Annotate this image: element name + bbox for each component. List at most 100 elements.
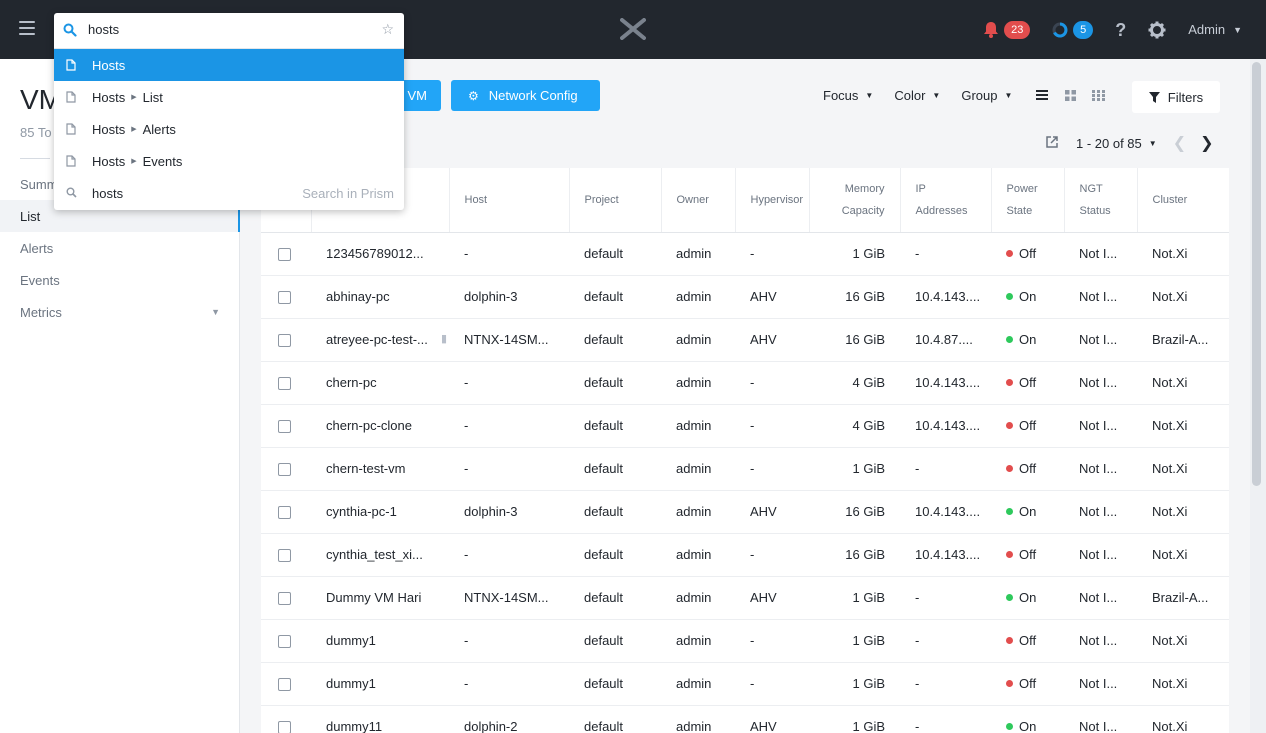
group-label: Group [961,87,998,103]
row-checkbox[interactable] [278,549,291,563]
table-row[interactable]: cynthia_test_xi... - default admin -16 GiB 10… [261,533,1229,577]
vm-name-cell[interactable]: abhinay-pc [311,275,449,319]
row-checkbox[interactable] [278,248,291,262]
search-result-label: hosts [92,185,124,201]
row-checkbox[interactable] [278,420,291,434]
search-icon [63,23,77,37]
tasks-button[interactable]: 5 [1052,20,1094,39]
table-row[interactable]: dummy1- default admin -1 GiB - Off Not I... Not… [261,662,1229,706]
table-row[interactable]: chern-pc - default admin -4 GiB 10.4.143.... O… [261,361,1229,405]
search-result-item[interactable]: Hosts ▶ Events [54,145,404,177]
vm-name-cell[interactable]: 123456789012... [311,232,449,276]
vm-name-cell[interactable]: atreyee-pc-test-... ▮ [311,318,449,362]
row-checkbox[interactable] [278,334,291,348]
page-range-dropdown[interactable]: 1 - 20 of 85 ▼ [1076,136,1157,151]
vm-name-cell[interactable]: cynthia_test_xi... [311,533,449,577]
power-column-header[interactable]: Power State [991,168,1065,233]
sidebar-item-alerts[interactable]: Alerts [0,232,240,264]
vm-name-cell[interactable]: cynthia-pc-1 [311,490,449,534]
row-checkbox[interactable] [278,463,291,477]
owner-cell: admin [661,662,735,706]
table-row[interactable]: abhinay-pc dolphin-3 default admin AHV 16 GiB… [261,275,1229,319]
project-column-header[interactable]: Project [569,168,662,233]
sidebar-item-summary[interactable]: Summ [0,168,240,200]
filters-button[interactable]: Filters [1132,81,1220,113]
ngt-column-header[interactable]: NGT Status [1064,168,1138,233]
row-checkbox[interactable] [278,635,291,649]
row-checkbox[interactable] [278,592,291,606]
next-page-icon[interactable]: ❯ [1200,135,1214,152]
chevron-down-icon: ▼ [1233,24,1242,35]
hypervisor-column-header[interactable]: Hypervisor [735,168,810,233]
group-dropdown[interactable]: Group ▼ [961,88,1012,103]
host-column-header[interactable]: Host [449,168,570,233]
list-view-icon[interactable] [1033,86,1051,104]
vm-name[interactable]: cynthia-pc-1 [326,504,397,519]
project-cell: default [569,447,661,491]
scrollbar-thumb[interactable] [1252,62,1261,486]
question-icon: ? [1115,19,1127,40]
sidebar-item-events[interactable]: Events [0,264,240,296]
cluster-column-header[interactable]: Cluster [1137,168,1229,233]
vm-name[interactable]: cynthia_test_xi... [326,547,423,562]
search-input[interactable] [88,22,368,37]
table-row[interactable]: atreyee-pc-test-... ▮ NTNX-14SM... default a… [261,318,1229,362]
vm-name[interactable]: Dummy VM Hari [326,590,422,605]
vm-name-cell[interactable]: chern-pc [311,361,449,405]
color-dropdown[interactable]: Color ▼ [894,88,940,103]
external-link-icon[interactable] [1046,135,1058,151]
power-status-dot [1006,465,1013,473]
vm-name[interactable]: dummy1 [326,633,376,648]
vm-name[interactable]: chern-pc-clone [326,418,412,433]
search-result-item[interactable]: Hosts [54,49,404,81]
focus-dropdown[interactable]: Focus ▼ [823,88,873,103]
owner-column-header[interactable]: Owner [661,168,736,233]
table-row[interactable]: 123456789012... - default admin -1 GiB - Off No… [261,232,1229,276]
table-row[interactable]: dummy11 dolphin-2 default admin AHV 1 GiB - On N… [261,705,1229,733]
vm-name[interactable]: abhinay-pc [326,289,390,304]
memory-column-header[interactable]: Memory Capacity [809,168,901,233]
table-row[interactable]: Dummy VM Hari NTNX-14SM... default admin AHV… [261,576,1229,620]
vm-name-cell[interactable]: chern-pc-clone [311,404,449,448]
hamburger-menu-icon[interactable] [19,21,35,35]
vm-name[interactable]: chern-pc [326,375,377,390]
help-button[interactable]: ? [1115,21,1126,39]
table-row[interactable]: cynthia-pc-1 dolphin-3 default admin AHV 16 G… [261,490,1229,534]
tile-view-icon[interactable] [1089,86,1107,104]
row-checkbox[interactable] [278,291,291,305]
vm-name[interactable]: chern-test-vm [326,461,406,476]
table-row[interactable]: chern-test-vm - default admin -1 GiB - Off Not … [261,447,1229,491]
star-icon[interactable]: ☆ [381,21,394,37]
settings-button[interactable] [1148,21,1166,39]
vm-name-cell[interactable]: chern-test-vm [311,447,449,491]
network-config-button[interactable]: ⚙ Network Config [451,80,600,111]
search-result-item[interactable]: Hosts ▶ List [54,81,404,113]
prev-page-icon[interactable]: ❮ [1172,135,1187,152]
vm-name-cell[interactable]: dummy11 [311,705,449,733]
table-row[interactable]: dummy1- default admin -1 GiB - Off Not I... Not… [261,619,1229,663]
search-result-item[interactable]: Hosts ▶ Alerts [54,113,404,145]
grid-view-icon[interactable] [1061,86,1079,104]
table-row[interactable]: chern-pc-clone - default admin -4 GiB 10.4.14… [261,404,1229,448]
vm-name-cell[interactable]: Dummy VM Hari [311,576,449,620]
search-result-item[interactable]: hosts Search in Prism [54,177,404,209]
vm-name-cell[interactable]: dummy1 [311,619,449,663]
sidebar-item-metrics[interactable]: Metrics ▼ [0,296,240,328]
vm-name-cell[interactable]: dummy1 [311,662,449,706]
row-checkbox[interactable] [278,377,291,391]
row-checkbox[interactable] [278,721,291,733]
nutanix-x-logo[interactable] [620,18,646,43]
ip-column-header[interactable]: IP Addresses [900,168,992,233]
vm-name[interactable]: 123456789012... [326,246,424,261]
host-cell: - [449,232,569,276]
memory-cell: 1 GiB [809,619,900,663]
alerts-button[interactable]: 23 [983,20,1031,39]
row-checkbox[interactable] [278,506,291,520]
vm-name[interactable]: atreyee-pc-test-... [326,332,428,347]
memory-cell: 16 GiB [809,533,900,577]
user-menu[interactable]: Admin ▼ [1188,22,1242,37]
row-checkbox[interactable] [278,678,291,692]
bookmark-icon[interactable]: ▮ [440,333,447,345]
vm-name[interactable]: dummy11 [326,719,383,733]
vm-name[interactable]: dummy1 [326,676,376,691]
